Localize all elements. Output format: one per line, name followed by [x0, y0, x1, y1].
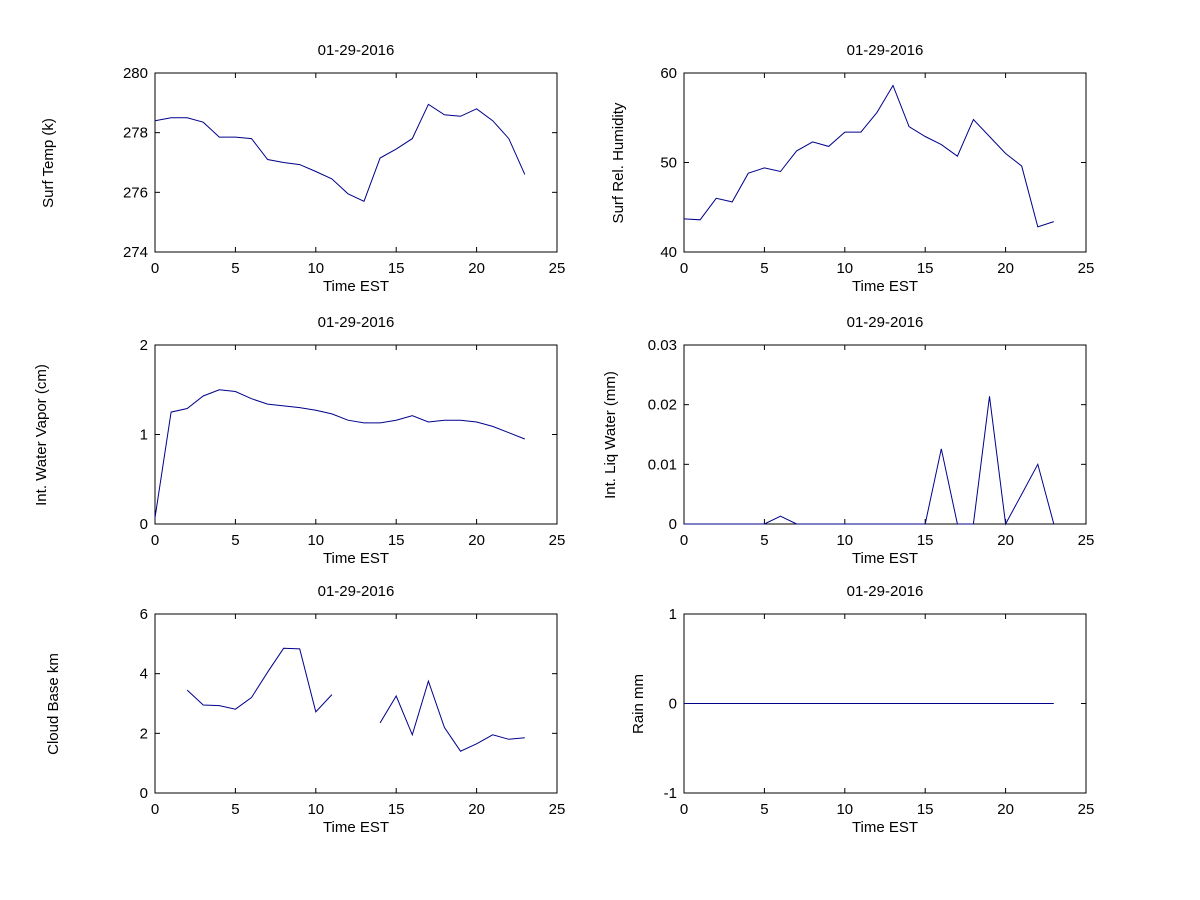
y-axis-label: Surf Rel. Humidity [610, 102, 627, 224]
svg-text:6: 6 [140, 606, 148, 623]
svg-text:0.01: 0.01 [648, 456, 677, 473]
svg-text:0.02: 0.02 [648, 397, 677, 414]
svg-text:0: 0 [669, 516, 677, 533]
svg-text:15: 15 [388, 260, 405, 277]
svg-text:20: 20 [997, 801, 1014, 818]
svg-text:10: 10 [836, 260, 853, 277]
plot-area-rain: 0 5 10 15 20 25-101 [664, 606, 1095, 818]
svg-text:20: 20 [997, 532, 1014, 549]
chart-title: 01-29-2016 [846, 583, 924, 600]
svg-text:10: 10 [836, 532, 853, 549]
svg-text:15: 15 [917, 260, 934, 277]
x-axis-label: Time EST [851, 550, 919, 567]
svg-text:0: 0 [151, 260, 159, 277]
chart-title: 01-29-2016 [846, 314, 924, 331]
plot-area-water-vapor: 0 5 10 15 20 25 0 1 2 [140, 337, 566, 549]
x-axis-label: Time EST [322, 550, 390, 567]
svg-text:40: 40 [660, 244, 677, 261]
svg-text:15: 15 [917, 801, 934, 818]
svg-text:1: 1 [140, 427, 148, 444]
y-axis-label: Surf Temp (k) [40, 118, 57, 208]
panel-surf-temp: 01-29-2016 Surf Temp (k) 0 5 10 15 20 25 274 27… [5, 41, 585, 303]
svg-text:20: 20 [997, 260, 1014, 277]
svg-text:25: 25 [1078, 532, 1095, 549]
svg-text:15: 15 [388, 801, 405, 818]
x-axis-label: Time EST [851, 278, 919, 295]
y-axis-label: Cloud Base km [45, 653, 62, 755]
plot-area-cloud-base: 0 5 10 15 20 25 0 2 4 6 [140, 606, 566, 818]
svg-text:0: 0 [669, 696, 677, 713]
y-axis-label: Int. Water Vapor (cm) [33, 364, 50, 506]
svg-text:-1: -1 [664, 785, 677, 802]
panel-liq-water: 01-29-2016 Int. Liq Water (mm) 0 5 10 15 20 2… [534, 313, 1114, 575]
plot-area-rel-humidity: 0 5 10 15 20 25 40 50 60 [660, 65, 1095, 277]
svg-text:0: 0 [680, 801, 688, 818]
svg-text:5: 5 [231, 801, 239, 818]
y-axis-label: Int. Liq Water (mm) [602, 371, 619, 499]
svg-text:5: 5 [760, 260, 768, 277]
svg-text:25: 25 [1078, 260, 1095, 277]
svg-text:0: 0 [680, 532, 688, 549]
svg-text:0: 0 [680, 260, 688, 277]
svg-text:1: 1 [669, 606, 677, 623]
svg-text:10: 10 [307, 801, 324, 818]
svg-text:278: 278 [123, 125, 148, 142]
svg-text:5: 5 [760, 532, 768, 549]
svg-text:10: 10 [307, 260, 324, 277]
plot-area-liq-water: 0 5 10 15 20 25 0 0.01 0.02 0.03 [648, 337, 1095, 549]
svg-text:25: 25 [549, 532, 566, 549]
svg-text:0: 0 [151, 532, 159, 549]
svg-text:2: 2 [140, 725, 148, 742]
svg-text:15: 15 [917, 532, 934, 549]
svg-text:280: 280 [123, 65, 148, 82]
x-axis-label: Time EST [322, 819, 390, 836]
svg-text:2: 2 [140, 337, 148, 354]
panel-cloud-base: 01-29-2016 Cloud Base km 0 5 10 15 20 25 0 2 4 6 … [5, 582, 585, 844]
svg-text:5: 5 [231, 260, 239, 277]
chart-title: 01-29-2016 [846, 42, 924, 59]
svg-text:4: 4 [140, 666, 148, 683]
x-axis-label: Time EST [851, 819, 919, 836]
svg-text:5: 5 [760, 801, 768, 818]
svg-text:20: 20 [468, 260, 485, 277]
chart-title: 01-29-2016 [317, 583, 395, 600]
svg-text:5: 5 [231, 532, 239, 549]
plot-area-surf-temp: 0 5 10 15 20 25 274 276 278 280 [123, 65, 566, 277]
svg-text:0.03: 0.03 [648, 337, 677, 354]
svg-text:60: 60 [660, 65, 677, 82]
svg-text:0: 0 [140, 516, 148, 533]
svg-text:10: 10 [836, 801, 853, 818]
svg-text:276: 276 [123, 184, 148, 201]
svg-text:15: 15 [388, 532, 405, 549]
svg-text:20: 20 [468, 532, 485, 549]
svg-text:50: 50 [660, 155, 677, 172]
x-axis-label: Time EST [322, 278, 390, 295]
panel-rel-humidity: 01-29-2016 Surf Rel. Humidity 0 5 10 15 20 25… [534, 41, 1114, 303]
svg-text:25: 25 [549, 801, 566, 818]
svg-text:0: 0 [151, 801, 159, 818]
chart-title: 01-29-2016 [317, 314, 395, 331]
svg-text:10: 10 [307, 532, 324, 549]
svg-text:25: 25 [1078, 801, 1095, 818]
svg-text:20: 20 [468, 801, 485, 818]
svg-text:0: 0 [140, 785, 148, 802]
panel-rain: 01-29-2016 Rain mm 0 5 10 15 20 25 -1 0 1 Time E… [534, 582, 1114, 844]
svg-text:274: 274 [123, 244, 148, 261]
panel-water-vapor: 01-29-2016 Int. Water Vapor (cm) 0 5 10 15 2… [5, 313, 585, 575]
svg-text:25: 25 [549, 260, 566, 277]
chart-title: 01-29-2016 [317, 42, 395, 59]
